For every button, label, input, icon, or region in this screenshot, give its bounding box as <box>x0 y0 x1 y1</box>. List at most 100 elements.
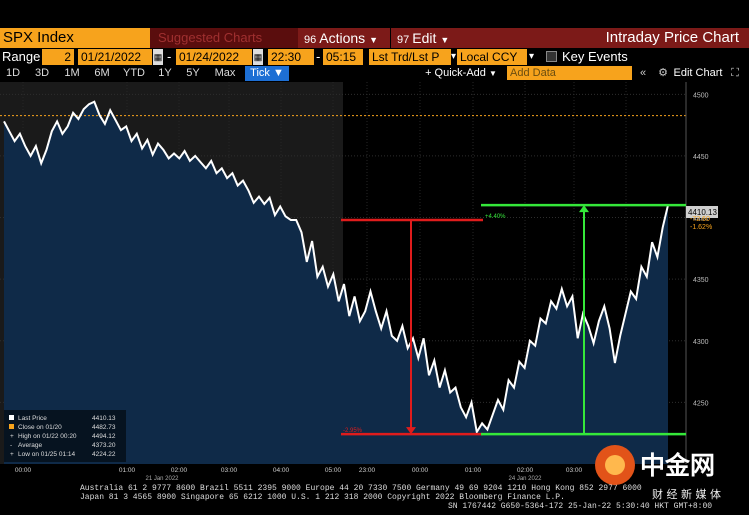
x-tick-label: 04:00 <box>273 467 290 474</box>
y-tick-label: 4300 <box>693 339 709 346</box>
legend-marker-low: + <box>10 451 14 458</box>
range-label: Range <box>2 49 41 64</box>
period-max-button[interactable]: Max <box>214 67 236 79</box>
period-5y-button[interactable]: 5Y <box>186 67 200 79</box>
quick-add-label: + Quick-Add <box>425 67 486 79</box>
settings-icon[interactable]: ⚙ <box>658 67 668 79</box>
chevron-down-icon[interactable]: ▾ <box>529 51 535 62</box>
annotations <box>341 203 686 436</box>
x-tick-label: 01:00 <box>465 467 482 474</box>
quick-add-button[interactable]: + Quick-Add ▼ <box>418 66 504 81</box>
footer-line-1: Australia 61 2 9777 8600 Brazil 5511 239… <box>80 484 642 493</box>
tick-dropdown[interactable]: Tick ▼ <box>245 66 289 81</box>
ticker-field[interactable]: SPX Index <box>0 28 150 48</box>
actions-hotkey: 96 <box>304 34 317 46</box>
period-1m-button[interactable]: 1M <box>64 67 80 79</box>
period-6m-button[interactable]: 6M <box>94 67 110 79</box>
period-3d-button[interactable]: 3D <box>34 67 50 79</box>
red-pct-label: -2.95% <box>343 428 363 434</box>
legend-label-avg: Average <box>18 442 42 449</box>
watermark-sub: 财 经 新 媒 体 <box>652 488 721 501</box>
edit-menu[interactable]: 97 Edit ▼ <box>390 28 462 48</box>
watermark-logo-inner <box>605 455 625 475</box>
x-tick-label: 01:00 <box>119 467 136 474</box>
currency-select[interactable]: Local CCY <box>457 49 527 65</box>
end-date-field[interactable]: 01/24/2022 <box>176 49 252 65</box>
change-abs: -72.60 <box>690 216 710 223</box>
legend-value-low: 4224.22 <box>92 451 116 458</box>
legend-label-high: High on 01/22 00:20 <box>18 433 77 440</box>
y-tick-label: 4400 <box>693 216 709 223</box>
y-tick-label: 4450 <box>693 154 709 161</box>
green-arrow-head <box>579 205 589 213</box>
x-tick-label: 02:00 <box>517 467 534 474</box>
legend-value-close: 4482.73 <box>92 424 116 431</box>
chevron-down-icon: ▼ <box>272 67 284 79</box>
footer-line-2: Japan 81 3 4565 8900 Singapore 65 6212 1… <box>80 493 565 502</box>
legend-value-last: 4410.13 <box>92 415 116 422</box>
legend-label-close: Close on 01/20 <box>18 424 62 431</box>
collapse-icon[interactable]: « <box>639 67 647 79</box>
last-price-tag <box>686 206 718 218</box>
legend-value-avg: 4373.20 <box>92 442 116 449</box>
edit-chart-button[interactable]: Edit Chart <box>673 67 723 79</box>
x-tick-label: 23:00 <box>359 467 376 474</box>
suggested-charts-button[interactable]: Suggested Charts <box>150 28 298 48</box>
y-tick-label: 4250 <box>693 400 709 407</box>
legend-marker-avg: - <box>10 442 12 449</box>
edit-hotkey: 97 <box>397 34 410 46</box>
last-price-tag-text: 4410.13 <box>688 208 717 217</box>
legend-swatch-last <box>9 415 14 420</box>
x-tick-label: 03:00 <box>566 467 583 474</box>
key-events-label: Key Events <box>562 49 628 64</box>
x-tick-label: 05:00 <box>325 467 342 474</box>
red-arrow-head <box>406 427 416 435</box>
legend-label-last: Last Price <box>18 415 47 422</box>
period-1y-button[interactable]: 1Y <box>158 67 172 79</box>
actions-label: Actions <box>319 30 366 46</box>
calendar-icon[interactable]: ▦ <box>153 49 163 65</box>
x-tick-label: 02:00 <box>171 467 188 474</box>
calendar-icon[interactable]: ▦ <box>253 49 263 65</box>
x-date-label: 24 Jan 2022 <box>508 476 542 482</box>
chevron-down-icon[interactable]: ▾ <box>451 51 457 62</box>
price-mode-select[interactable]: Lst Trd/Lst P <box>369 49 451 65</box>
actions-menu[interactable]: 96 Actions ▼ <box>298 28 390 48</box>
legend-value-high: 4494.12 <box>92 433 116 440</box>
green-pct-label: +4.40% <box>485 214 506 220</box>
y-axis: 4250 4300 4350 4400 4450 4500 <box>685 82 709 464</box>
legend: Last Price 4410.13 Close on 01/20 4482.7… <box>4 410 126 462</box>
price-area <box>4 101 668 464</box>
date-separator: - <box>167 49 172 64</box>
legend-marker-high: + <box>10 433 14 440</box>
price-chart[interactable]: 4250 4300 4350 4400 4450 4500 00:00 01:00 02:00… <box>0 82 749 482</box>
start-date-field[interactable]: 01/21/2022 <box>78 49 152 65</box>
y-tick-label: 4350 <box>693 277 709 284</box>
chevron-down-icon: ▼ <box>488 69 497 78</box>
chart-title: Intraday Price Chart <box>462 28 749 48</box>
key-events-checkbox[interactable] <box>546 51 557 62</box>
add-data-input[interactable]: Add Data <box>507 66 632 80</box>
range-input[interactable]: 2 <box>42 49 74 65</box>
x-tick-label: 03:00 <box>221 467 238 474</box>
edit-label: Edit <box>412 30 437 46</box>
end-time-field[interactable]: 05:15 <box>323 49 363 65</box>
change-pct: -1.62% <box>690 224 712 231</box>
legend-swatch-close <box>9 424 14 429</box>
chevron-down-icon: ▼ <box>369 35 379 45</box>
watermark-brand: 中金网 <box>640 451 716 480</box>
expand-icon[interactable]: ⛶ <box>731 67 739 79</box>
legend-label-low: Low on 01/25 01:14 <box>18 451 75 458</box>
x-tick-label: 00:00 <box>412 467 429 474</box>
watermark-logo <box>595 445 635 485</box>
start-time-field[interactable]: 22:30 <box>268 49 314 65</box>
price-line <box>3 100 669 435</box>
period-ytd-button[interactable]: YTD <box>123 67 145 79</box>
footer: Australia 61 2 9777 8600 Brazil 5511 239… <box>0 482 749 515</box>
tick-label: Tick <box>250 67 270 79</box>
legend-box <box>4 410 126 462</box>
period-1d-button[interactable]: 1D <box>5 67 21 79</box>
y-tick-label: 4500 <box>693 92 709 99</box>
x-date-label: 21 Jan 2022 <box>145 476 179 482</box>
footer-line-3: SN 1767442 G650-5364-172 25-Jan-22 5:30:… <box>448 502 713 511</box>
